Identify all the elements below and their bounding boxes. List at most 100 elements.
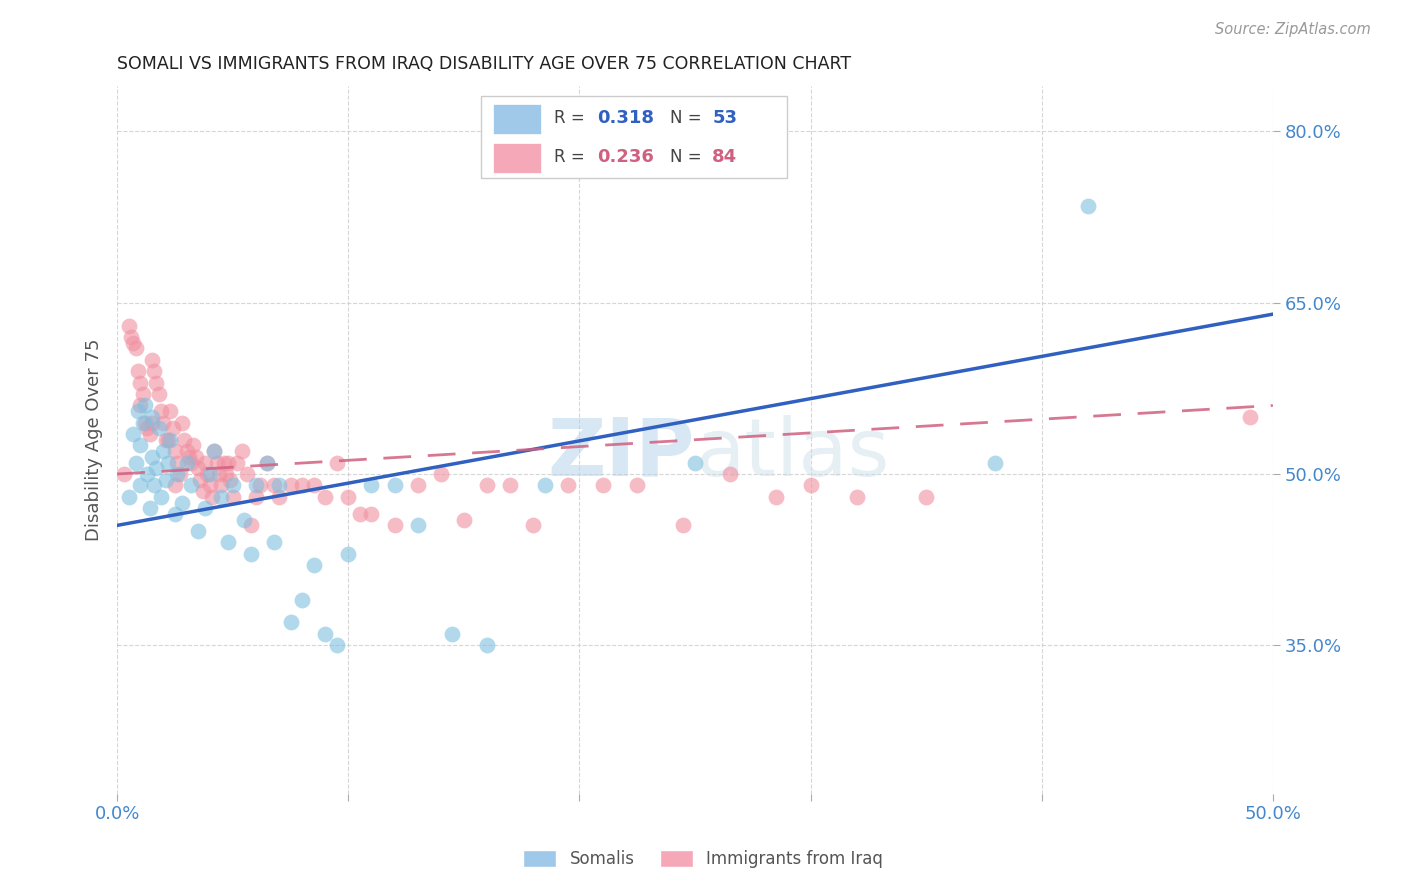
Point (141, 409, 163, 424)
Point (267, 490, 290, 504)
Point (170, 416, 193, 430)
Point (302, 558, 325, 573)
Point (129, 478, 152, 492)
Point (150, 490, 173, 504)
Point (201, 490, 224, 504)
Point (198, 478, 221, 492)
Point (187, 461, 209, 475)
Point (245, 490, 267, 504)
Point (202, 444, 225, 458)
Point (1077, 199, 1099, 213)
Point (120, 330, 142, 344)
Text: N =: N = (669, 148, 706, 166)
Point (845, 490, 868, 504)
Point (533, 478, 555, 492)
Point (187, 524, 209, 538)
Point (169, 467, 191, 481)
Point (233, 513, 256, 527)
Point (215, 467, 238, 481)
Point (176, 456, 198, 470)
Point (150, 404, 173, 418)
Point (212, 456, 235, 470)
Point (127, 404, 149, 418)
Point (256, 456, 278, 470)
Point (522, 518, 544, 533)
Point (337, 490, 360, 504)
Point (155, 433, 177, 447)
Point (136, 467, 159, 481)
Point (152, 444, 174, 458)
Point (162, 421, 184, 435)
Point (209, 490, 232, 504)
Point (141, 450, 163, 464)
Point (122, 335, 145, 350)
Point (155, 473, 177, 487)
Point (157, 456, 180, 470)
Point (163, 507, 186, 521)
Point (191, 484, 214, 499)
Point (280, 615, 302, 630)
Point (127, 364, 149, 378)
Point (222, 490, 245, 504)
Point (190, 473, 212, 487)
Point (184, 450, 207, 464)
Point (118, 490, 141, 504)
Point (180, 456, 202, 470)
Point (337, 547, 360, 561)
Point (245, 478, 267, 492)
Point (131, 387, 153, 401)
Point (219, 473, 242, 487)
Point (384, 518, 406, 533)
Point (280, 478, 302, 492)
Point (226, 456, 249, 470)
Point (131, 416, 153, 430)
Point (159, 404, 181, 418)
Text: 0.318: 0.318 (596, 109, 654, 127)
Point (177, 450, 200, 464)
Point (148, 421, 170, 435)
Point (209, 478, 232, 492)
Point (235, 467, 257, 481)
Point (441, 627, 464, 641)
Text: ZIP: ZIP (548, 415, 695, 493)
Point (263, 478, 285, 492)
Point (475, 478, 498, 492)
Text: R =: R = (554, 148, 591, 166)
Point (129, 438, 152, 452)
Point (326, 456, 349, 470)
Point (205, 456, 228, 470)
Point (291, 592, 314, 607)
Text: 84: 84 (713, 148, 738, 166)
Point (152, 416, 174, 430)
FancyBboxPatch shape (481, 96, 787, 178)
Point (118, 318, 141, 333)
Point (198, 467, 221, 481)
Point (173, 433, 195, 447)
Point (231, 444, 253, 458)
Text: SOMALI VS IMMIGRANTS FROM IRAQ DISABILITY AGE OVER 75 CORRELATION CHART: SOMALI VS IMMIGRANTS FROM IRAQ DISABILIT… (117, 55, 851, 73)
Text: Source: ZipAtlas.com: Source: ZipAtlas.com (1215, 22, 1371, 37)
Point (240, 547, 263, 561)
Point (314, 627, 336, 641)
Point (263, 535, 285, 549)
Point (915, 490, 938, 504)
Point (718, 467, 741, 481)
Point (475, 638, 498, 652)
Point (141, 416, 163, 430)
Point (166, 467, 188, 481)
Point (765, 490, 787, 504)
Point (194, 501, 217, 516)
Point (194, 456, 217, 470)
Point (195, 467, 218, 481)
Point (499, 478, 522, 492)
Point (302, 478, 325, 492)
Point (163, 444, 186, 458)
Point (208, 467, 231, 481)
Point (166, 456, 188, 470)
Point (145, 461, 167, 475)
Point (157, 433, 180, 447)
Point (183, 438, 205, 452)
Point (129, 399, 152, 413)
Text: atlas: atlas (695, 415, 890, 493)
Point (800, 478, 823, 492)
